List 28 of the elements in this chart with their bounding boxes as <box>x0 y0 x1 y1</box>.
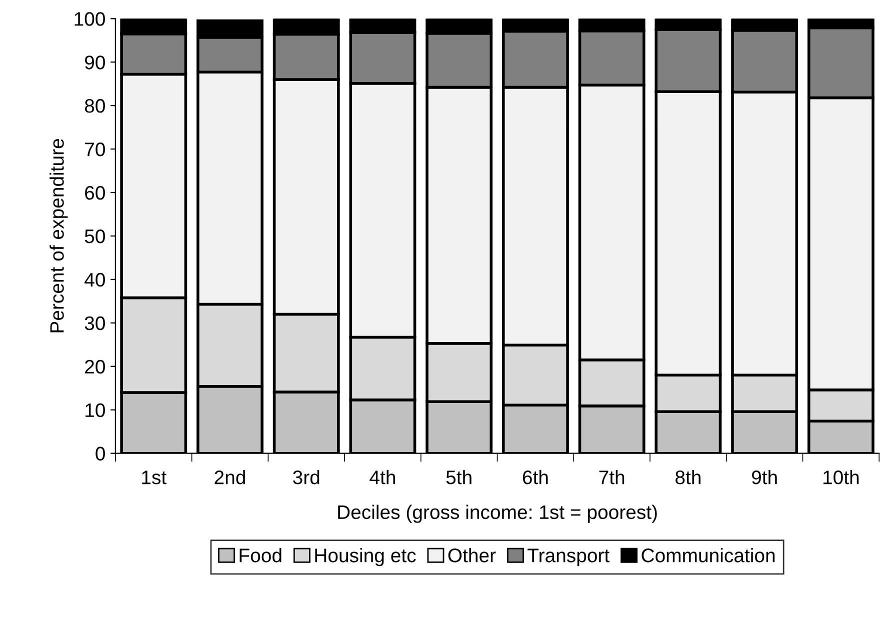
y-tick-label: 20 <box>85 360 105 374</box>
legend-label: Transport <box>528 548 610 566</box>
x-tick-label: 2nd <box>214 470 245 484</box>
legend-label: Communication <box>642 548 775 562</box>
x-tick-label: 6th <box>522 470 548 484</box>
x-tick-label: 5th <box>446 470 472 484</box>
y-tick-label: 90 <box>85 56 105 70</box>
y-axis-title: Percent of expenditure <box>50 139 68 332</box>
y-tick-label: 10 <box>86 403 105 418</box>
x-tick-label: 7th <box>599 470 624 484</box>
y-tick-label: 30 <box>84 316 105 330</box>
y-tick-label: 0 <box>96 446 105 461</box>
y-tick-label: 100 <box>74 12 105 26</box>
y-tick-label: 80 <box>84 99 105 113</box>
x-tick-label: 10th <box>824 470 859 484</box>
y-tick-label: 40 <box>84 272 105 287</box>
x-tick-label: 1st <box>142 470 166 484</box>
y-tick-label: 70 <box>85 142 105 156</box>
x-tick-label: 8th <box>676 470 700 484</box>
y-tick-label: 60 <box>85 186 105 200</box>
y-tick-label: 50 <box>84 229 105 244</box>
x-tick-label: 3rd <box>293 470 320 484</box>
x-axis-title: Deciles (gross income: 1st = poorest) <box>338 504 657 523</box>
legend-label: Housing etc <box>315 548 416 566</box>
legend-label: Other <box>448 548 496 562</box>
x-tick-label: 4th <box>370 470 395 484</box>
x-tick-label: 9th <box>752 470 777 484</box>
legend-label: Food <box>240 548 282 562</box>
